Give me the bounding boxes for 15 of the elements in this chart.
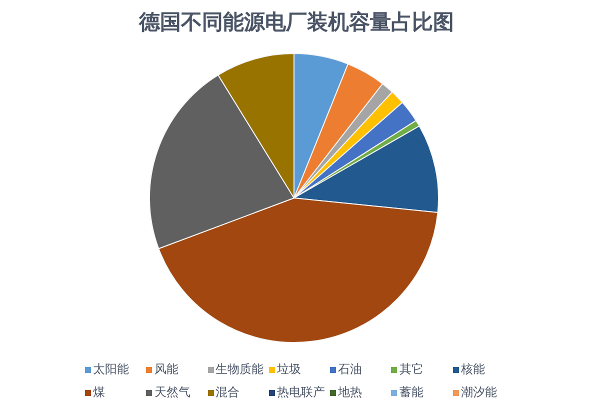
legend-label: 石油	[338, 361, 362, 378]
legend-label: 天然气	[154, 384, 190, 401]
legend-label: 混合	[216, 384, 240, 401]
legend-label: 垃圾	[276, 361, 301, 378]
legend-label: 风能	[154, 361, 178, 378]
legend-label: 潮汐能	[460, 384, 497, 401]
legend-label: 蓄能	[399, 384, 424, 401]
legend-label: 生物质能	[216, 361, 264, 378]
legend-label: 地热	[338, 384, 362, 401]
chart-title: 德国不同能源电厂装机容量占比图	[138, 10, 455, 36]
legend-label: 热电联产	[276, 384, 325, 401]
legend-label: 其它	[399, 361, 424, 378]
legend-label: 煤	[93, 384, 105, 401]
legend-label: 核能	[460, 361, 485, 378]
legend-label: 太阳能	[93, 361, 129, 378]
